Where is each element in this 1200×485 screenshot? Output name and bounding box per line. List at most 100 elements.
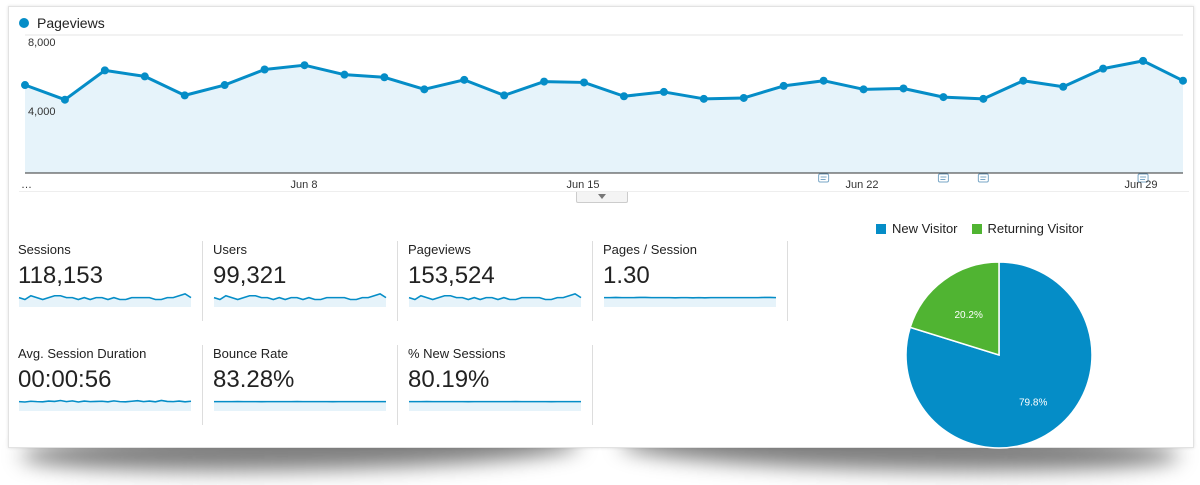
pageviews-point [100,66,109,75]
metric-divider [787,241,788,321]
metric-label: % New Sessions [408,346,506,361]
pie-legend-item-new-visitor[interactable]: New Visitor [876,221,958,236]
metric-pageviews[interactable]: Pageviews 153,524 [408,242,583,314]
pageviews-point [1059,82,1068,91]
metric-divider [397,345,398,425]
pageviews-series-line [24,59,1184,102]
pageviews-point [220,81,229,90]
metric-sessions[interactable]: Sessions 118,153 [18,242,193,314]
pageviews-area [25,60,1183,173]
pageviews-point [540,77,549,86]
sparkline-line [18,293,192,301]
metric-avg-session-duration[interactable]: Avg. Session Duration 00:00:56 [18,346,193,418]
metric-divider [592,241,593,321]
new-sessions-sparkline [409,400,581,411]
pageviews-line-chart[interactable] [9,7,1193,192]
pageviews-sparkline [408,293,582,307]
users-sparkline [213,293,387,307]
pie-legend-item-returning-visitor[interactable]: Returning Visitor [971,221,1084,236]
sparkline-line [18,399,192,403]
sparkline-line [408,293,582,301]
metric-users[interactable]: Users 99,321 [213,242,388,314]
x-tick-jun-29: Jun 29 [1124,179,1158,191]
new-visitor-swatch [876,223,886,234]
pageviews-point [460,75,469,84]
sessions-sparkline [18,293,192,307]
pageviews-point [300,61,309,70]
pageviews-point [899,84,908,93]
metric-divider [202,345,203,425]
metric-value: 99,321 [213,262,287,289]
pageviews-point [1139,56,1148,65]
x-tick-jun-15: Jun 15 [566,179,600,191]
pie-slice-returning-visitor [909,261,1000,357]
pageviews-point [699,94,708,103]
sparkline-area [604,297,776,307]
y-tick-4000: 4,000 [28,106,56,118]
sparkline-area [409,401,581,411]
pageviews-point [380,73,389,82]
metric-bounce-rate[interactable]: Bounce Rate 83.28% [213,346,388,418]
metric-label: Bounce Rate [213,346,289,361]
pageviews-point [21,81,29,90]
pageviews-point [60,95,69,104]
sparkline-area [214,293,386,307]
x-tick-ellipsis: … [21,179,32,191]
bounce-rate-sparkline [214,400,386,411]
pageviews-point [140,72,149,81]
metric-label: Sessions [18,242,71,257]
pie-slice-label: 20.2% [954,310,982,321]
line-chart-legend[interactable]: Pageviews [19,15,105,31]
pageviews-point [500,91,509,100]
metric-divider [592,345,593,425]
x-tick-jun-22: Jun 22 [845,179,879,191]
metric-label: Users [213,242,247,257]
pages-per-session-sparkline [604,296,777,307]
pageviews-legend-label: Pageviews [37,15,105,31]
annotations-toggle-button[interactable] [576,192,628,203]
metric-value: 1.30 [603,262,650,289]
pageviews-legend-dot [19,18,29,28]
metric-label: Pageviews [408,242,471,257]
returning-visitor-legend-label: Returning Visitor [987,221,1084,236]
annotation-marker [937,173,949,183]
pageviews-point [779,81,788,90]
pie-slice-label: 79.8% [1019,397,1047,408]
metric-value: 118,153 [18,262,103,289]
metric-divider [397,241,398,321]
metric-pages-per-session[interactable]: Pages / Session 1.30 [603,242,778,314]
sparkline-area [19,400,191,411]
annotation-marker [977,173,989,183]
metric-value: 83.28% [213,366,295,393]
pageviews-point [1019,76,1028,85]
pageviews-point [859,85,868,94]
avg-session-duration-sparkline [18,399,192,411]
pageviews-point [619,92,628,101]
visitor-type-pie-chart[interactable]: 79.8% 20.2% [889,245,1109,455]
metric-value: 153,524 [408,262,495,289]
new-visitor-legend-label: New Visitor [892,221,958,236]
pageviews-point [659,87,668,96]
annotation-marker [818,173,830,183]
pie-legend: New Visitor Returning Visitor [876,221,1097,236]
pageviews-point [260,65,269,74]
pageviews-point [739,93,748,102]
sparkline-area [19,293,191,307]
sparkline-line [213,293,387,301]
pageviews-point [180,91,189,100]
metric-value: 00:00:56 [18,366,112,393]
metric-value: 80.19% [408,366,490,393]
pageviews-point [420,85,429,94]
pageviews-point [340,70,349,79]
sparkline-area [214,401,386,411]
pageviews-point [979,94,988,103]
analytics-overview-card: Pageviews 8,000 4,000 … Jun 8 Jun 15 Jun… [8,6,1194,449]
pageviews-point [580,78,589,87]
pageviews-point [819,76,828,85]
metric-label: Pages / Session [603,242,697,257]
metric-divider [202,241,203,321]
pageviews-point [939,93,948,102]
sparkline-area [409,293,581,307]
pageviews-point [1179,76,1187,85]
metric-new-sessions[interactable]: % New Sessions 80.19% [408,346,583,418]
